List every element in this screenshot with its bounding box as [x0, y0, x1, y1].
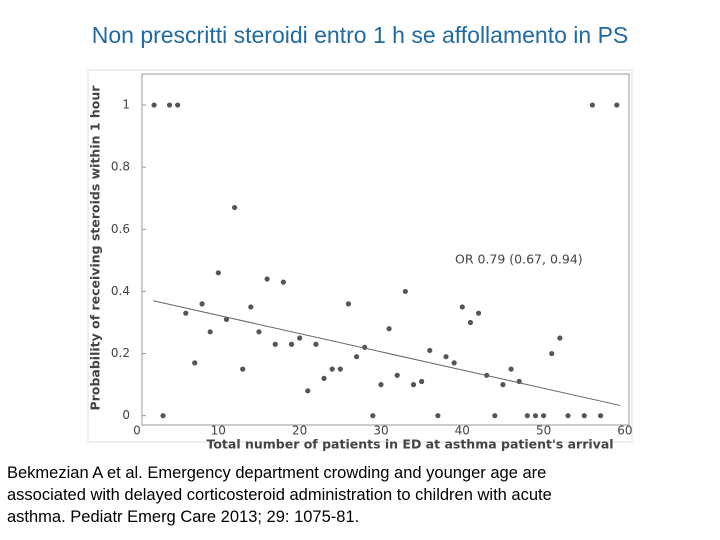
point: [500, 382, 506, 388]
point: [207, 329, 213, 335]
point: [183, 310, 189, 316]
point: [305, 388, 311, 394]
point: [151, 102, 157, 108]
y-tick-label: 0.6: [111, 222, 130, 236]
point: [581, 413, 587, 419]
x-tick-label: 0: [133, 424, 141, 438]
x-tick-label: 60: [617, 424, 632, 438]
citation-line: associated with delayed corticosteroid a…: [7, 486, 552, 504]
point: [524, 413, 530, 419]
point: [353, 354, 360, 360]
plot-area: [141, 73, 630, 426]
point: [329, 366, 335, 372]
y-axis-label: Probability of receiving steroids within…: [88, 85, 103, 411]
point: [435, 413, 441, 419]
point: [215, 270, 221, 276]
y-tick-label: 0.4: [111, 284, 130, 298]
point: [467, 319, 474, 326]
point: [378, 382, 384, 388]
point: [199, 301, 205, 307]
point: [321, 375, 327, 382]
y-tick-label: 0: [122, 408, 130, 422]
point: [166, 102, 173, 108]
x-axis-label: Total number of patients in ED at asthma…: [206, 437, 613, 452]
point: [508, 366, 514, 372]
point: [597, 413, 604, 419]
point: [160, 413, 166, 419]
point: [614, 102, 620, 108]
point: [386, 326, 392, 332]
point: [337, 366, 343, 372]
point: [394, 372, 400, 378]
citation-line: Bekmezian A et al. Emergency department …: [7, 464, 547, 482]
citation-line: asthma. Pediatr Emerg Care 2013; 29: 107…: [7, 508, 360, 526]
point: [492, 413, 498, 419]
point: [248, 304, 254, 310]
point: [313, 341, 319, 347]
slide-title: Non prescritti steroidi entro 1 h se aff…: [91, 22, 629, 48]
point: [175, 102, 181, 108]
point: [443, 354, 449, 360]
y-tick-label: 0.8: [111, 160, 130, 174]
point: [549, 350, 555, 357]
point: [402, 288, 408, 295]
point: [280, 279, 286, 285]
point: [541, 413, 547, 419]
point: [370, 413, 376, 419]
point: [231, 204, 238, 211]
x-tick-label: 50: [536, 424, 551, 438]
point: [410, 382, 417, 388]
point: [223, 316, 230, 322]
trend-line: [153, 300, 621, 406]
y-tick-label: 1: [122, 98, 130, 112]
point: [419, 378, 425, 385]
annotation: OR 0.79 (0.67, 0.94): [455, 252, 583, 267]
point: [532, 413, 539, 419]
point: [288, 341, 295, 347]
point: [557, 335, 563, 341]
point: [345, 301, 352, 307]
point: [459, 304, 465, 310]
point: [264, 276, 270, 282]
y-tick-label: 0.2: [111, 346, 130, 360]
point: [565, 413, 571, 419]
x-tick-label: 30: [373, 424, 388, 438]
x-tick-label: 20: [292, 424, 307, 438]
point: [427, 347, 433, 354]
point: [297, 335, 303, 341]
chart-frame: [87, 69, 633, 443]
point: [192, 360, 198, 366]
point: [256, 329, 262, 335]
point: [475, 310, 482, 316]
point: [240, 366, 246, 372]
x-tick-label: 40: [455, 424, 470, 438]
x-tick-label: 10: [211, 424, 226, 438]
point: [272, 341, 278, 347]
point: [589, 102, 596, 108]
point: [451, 360, 457, 366]
citation: Bekmezian A et al. Emergency department …: [7, 462, 552, 528]
